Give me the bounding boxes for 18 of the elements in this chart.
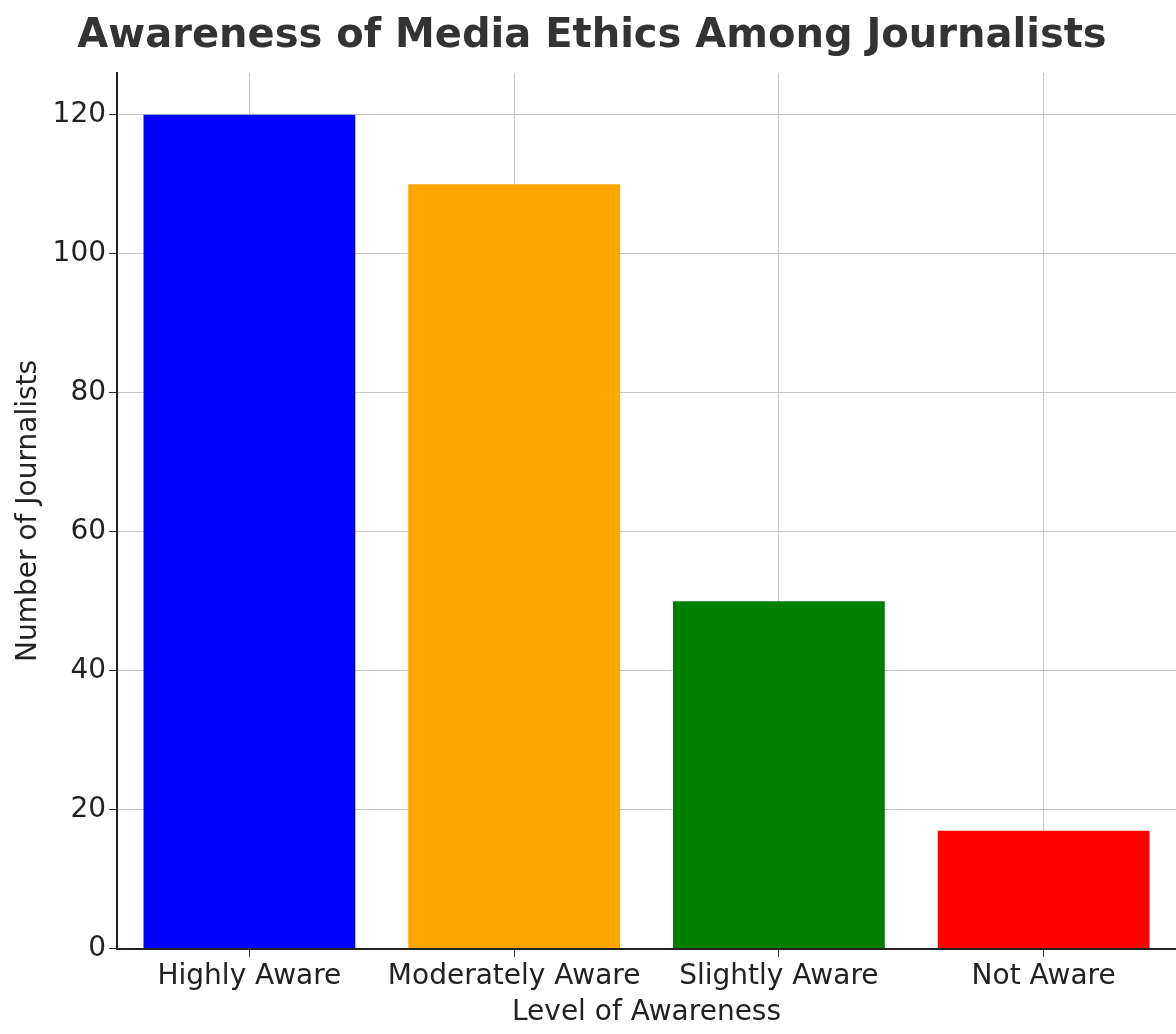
y-axis-title: Number of Journalists bbox=[10, 359, 44, 662]
y-tick-label: 60 bbox=[70, 513, 107, 547]
bar bbox=[143, 114, 356, 949]
chart-title: Awareness of Media Ethics Among Journalists bbox=[77, 10, 1107, 57]
bar bbox=[937, 830, 1150, 949]
y-tick-label: 20 bbox=[70, 791, 107, 825]
y-tick-label: 40 bbox=[70, 652, 107, 686]
y-tick-label: 120 bbox=[52, 95, 107, 129]
y-tick-label: 80 bbox=[70, 374, 107, 408]
x-tick-label: Moderately Aware bbox=[387, 957, 641, 991]
x-tick-label: Not Aware bbox=[971, 957, 1116, 991]
bar bbox=[408, 184, 621, 949]
y-tick-label: 0 bbox=[88, 930, 107, 964]
bar bbox=[673, 601, 885, 949]
y-tick-label: 100 bbox=[52, 235, 107, 268]
x-tick-label: Slightly Aware bbox=[679, 957, 879, 991]
x-tick-label: Highly Aware bbox=[157, 957, 342, 991]
x-axis-title: Level of Awareness bbox=[511, 994, 782, 1028]
